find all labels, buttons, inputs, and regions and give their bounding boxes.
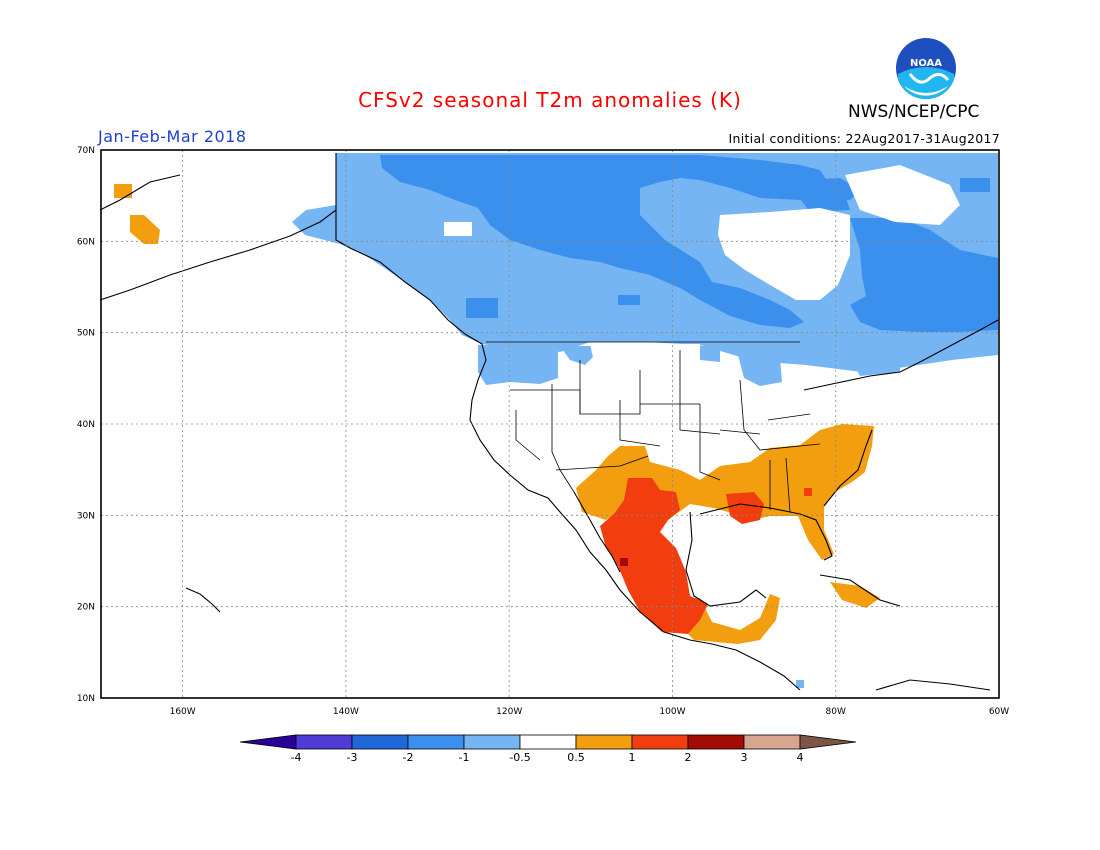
isolated-cold-cell xyxy=(796,680,804,688)
map-panel: 10N 20N 30N 40N 50N 60N 70N 160W 140W 120W 100W 80… xyxy=(77,146,1009,717)
color-bar-swatch xyxy=(575,734,633,750)
color-bar-swatch xyxy=(295,734,353,750)
longitude-label: 60W xyxy=(989,707,1009,717)
initial-conditions: Initial conditions: 22Aug2017-31Aug2017 xyxy=(728,131,1000,146)
color-bar-label: -3 xyxy=(347,751,358,764)
political-boundaries xyxy=(486,341,821,513)
latitude-label: 20N xyxy=(77,603,95,613)
very-warm-anomaly-cell xyxy=(620,558,628,566)
latitude-label: 10N xyxy=(77,694,95,704)
latitude-label: 30N xyxy=(77,511,95,521)
coastlines xyxy=(99,153,999,691)
color-bar-label: 3 xyxy=(741,751,748,764)
graticule xyxy=(101,150,999,698)
color-bar-swatch xyxy=(687,734,745,750)
map-frame xyxy=(100,149,1000,699)
noaa-logo: NOAA xyxy=(896,38,956,100)
color-bar-swatch xyxy=(631,734,689,750)
agency-label: NWS/NCEP/CPC xyxy=(848,102,980,122)
longitude-labels: 160W 140W 120W 100W 80W 60W xyxy=(170,707,1010,717)
color-bar-swatch xyxy=(407,734,465,750)
map-title: CFSv2 seasonal T2m anomalies (K) xyxy=(358,88,742,112)
latitude-label: 40N xyxy=(77,420,95,430)
color-bar-swatch xyxy=(351,734,409,750)
color-bar-label: 4 xyxy=(797,751,804,764)
color-bar-label: -0.5 xyxy=(509,751,530,764)
color-bar-legend: -4 -3 -2 -1 -0.5 0.5 1 2 3 4 xyxy=(239,734,857,764)
neutral-holes xyxy=(444,165,960,370)
color-bar-label: -2 xyxy=(403,751,414,764)
color-bar-swatch xyxy=(519,734,577,750)
color-bar-label: 2 xyxy=(685,751,692,764)
color-bar-max-arrow xyxy=(799,734,857,750)
longitude-label: 120W xyxy=(496,707,522,717)
longitude-label: 80W xyxy=(826,707,846,717)
color-bar-label: 0.5 xyxy=(567,751,585,764)
color-bar-label: -1 xyxy=(459,751,470,764)
noaa-logo-text: NOAA xyxy=(910,58,942,69)
longitude-label: 100W xyxy=(659,707,685,717)
strong-cold-anomaly-region xyxy=(380,155,998,332)
longitude-label: 160W xyxy=(170,707,196,717)
longitude-label: 140W xyxy=(333,707,359,717)
color-bar-label: -4 xyxy=(291,751,302,764)
color-bar-min-arrow xyxy=(239,734,297,750)
latitude-labels: 10N 20N 30N 40N 50N 60N 70N xyxy=(77,146,95,704)
latitude-label: 60N xyxy=(77,237,95,247)
color-bar-label: 1 xyxy=(629,751,636,764)
latitude-label: 70N xyxy=(77,146,95,156)
latitude-label: 50N xyxy=(77,329,95,339)
color-bar-swatch xyxy=(463,734,521,750)
warm-anomaly-region xyxy=(114,184,880,644)
forecast-period: Jan-Feb-Mar 2018 xyxy=(98,127,247,146)
strong-warm-anomaly-region xyxy=(600,478,812,634)
color-bar-swatch xyxy=(743,734,801,750)
